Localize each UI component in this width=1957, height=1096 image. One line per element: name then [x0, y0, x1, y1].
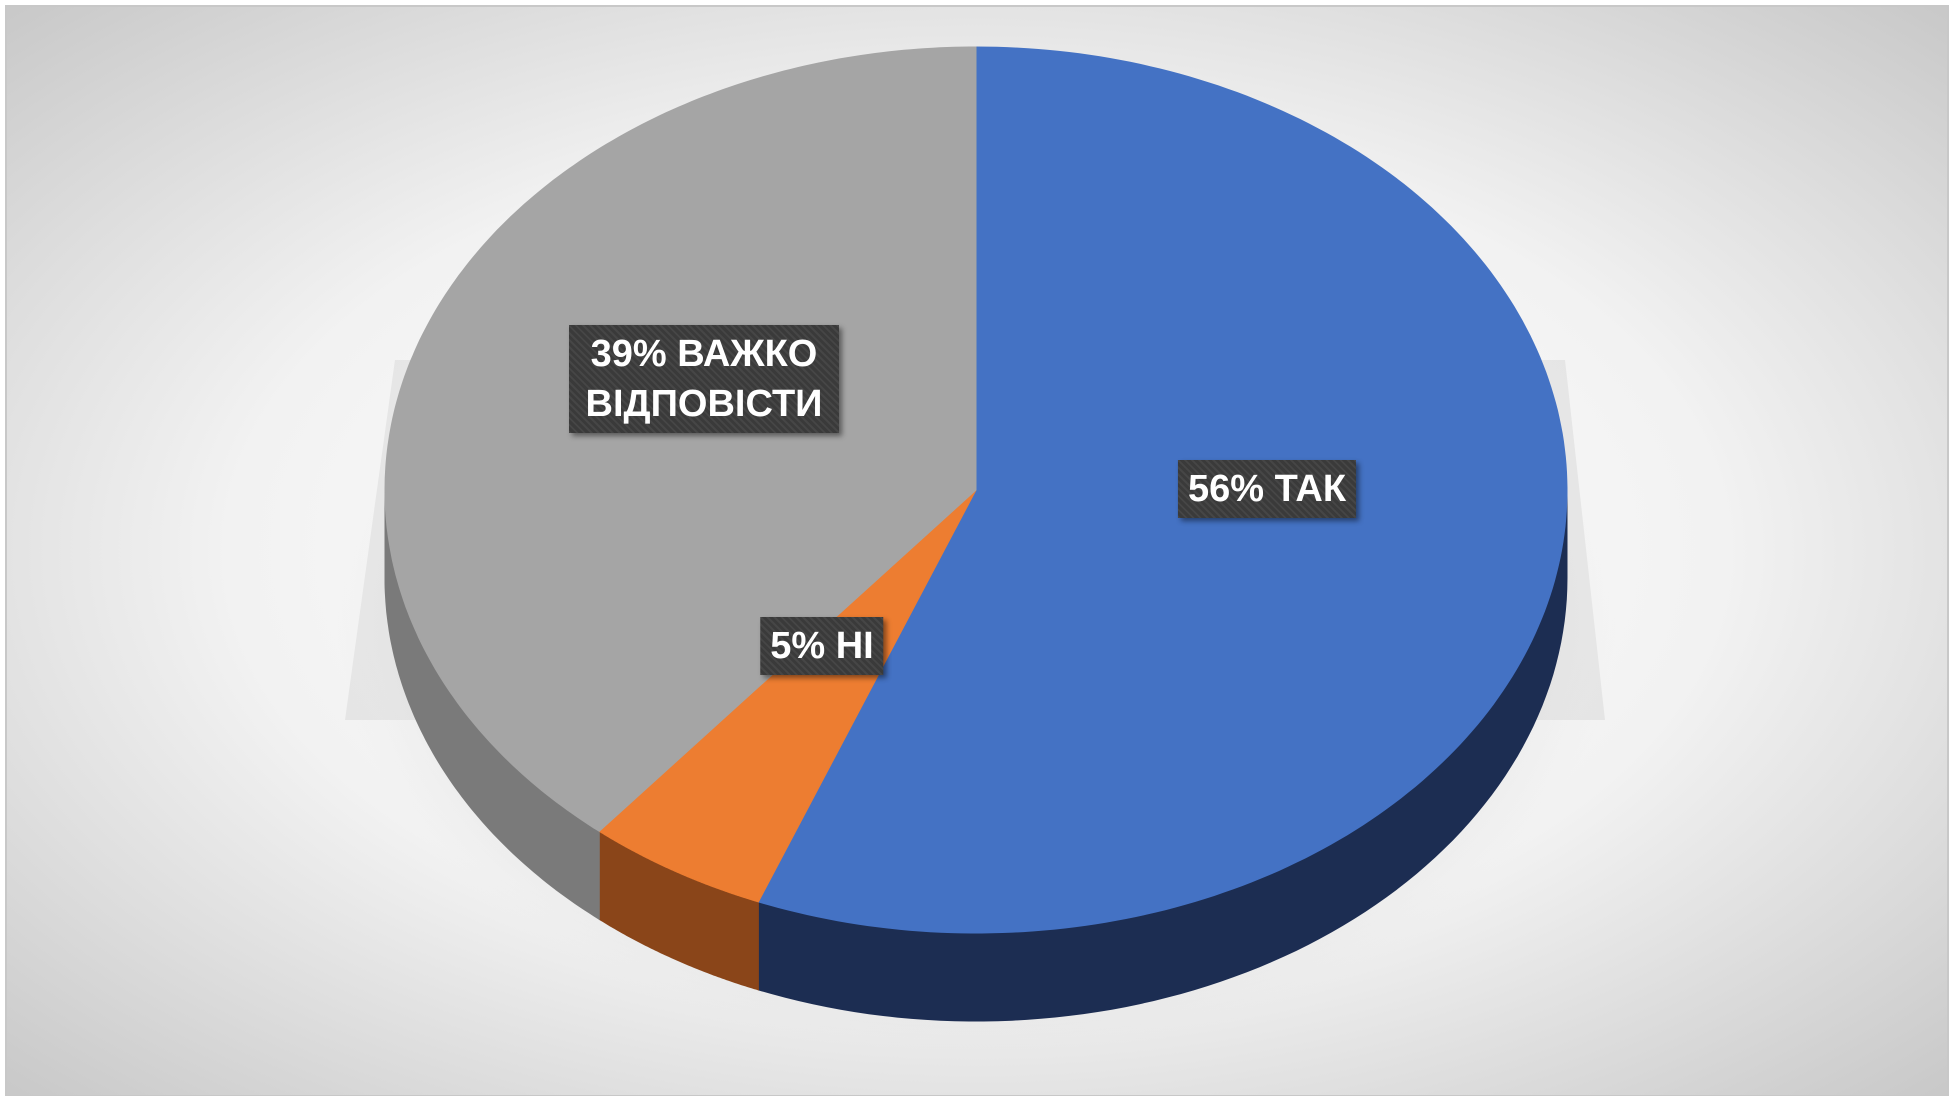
value-label: 56% — [1187, 468, 1265, 510]
category-label: ТАК — [1274, 468, 1347, 510]
slice — [598, 489, 977, 903]
slice — [757, 46, 1568, 934]
category-label: НІ — [835, 625, 874, 667]
category-label: ВАЖКО ВІДПОВІСТИ — [585, 333, 823, 425]
value-label: 5% — [770, 625, 826, 667]
data-label: 39% ВАЖКО ВІДПОВІСТИ — [569, 325, 839, 433]
slice — [384, 46, 977, 832]
value-label: 39% — [590, 333, 667, 375]
data-label: 5% НІ — [760, 617, 884, 675]
data-label: 56% ТАК — [1177, 460, 1357, 518]
